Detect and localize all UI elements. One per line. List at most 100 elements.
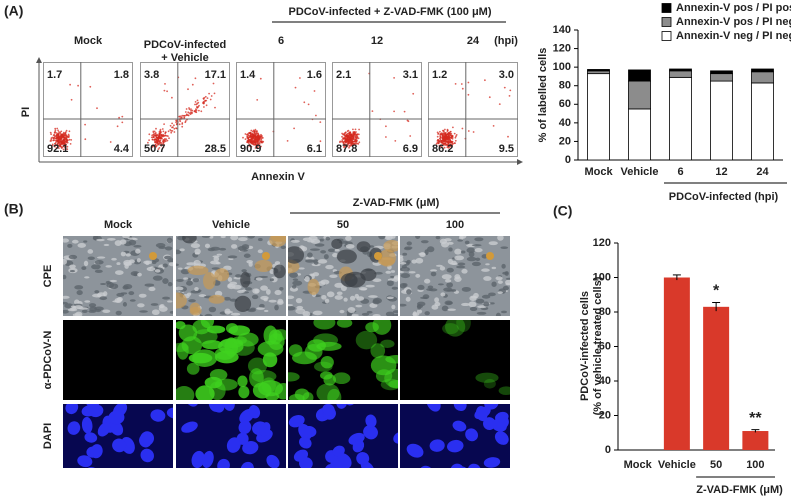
event-dot [55, 137, 57, 140]
cell [213, 256, 220, 262]
event-dot [256, 142, 259, 145]
nucleus [84, 432, 98, 443]
flow-plot [428, 62, 518, 157]
event-dot [344, 131, 347, 134]
event-dot [173, 131, 176, 133]
cell [475, 298, 485, 304]
event-dot [188, 112, 191, 114]
x-axis-label: PDCoV-infected (hpi) [669, 191, 779, 203]
event-dot [63, 137, 65, 139]
cell [186, 280, 193, 286]
lesion [234, 295, 252, 312]
cell [416, 309, 423, 314]
event-dot [65, 137, 68, 140]
cell [265, 288, 271, 295]
event-dot [57, 134, 59, 137]
event-dot [439, 144, 442, 147]
legend-label: Annexin-V pos / PI neg [676, 16, 791, 28]
infected-cell [249, 368, 264, 388]
cell [488, 241, 498, 246]
event-dot [439, 130, 441, 133]
lesion [176, 292, 187, 309]
cell [237, 290, 245, 294]
event-dot [246, 135, 249, 138]
cell [305, 259, 315, 263]
event-dot [166, 139, 169, 142]
infected-cell [200, 320, 215, 328]
infected-cell [336, 320, 353, 328]
event-dot [175, 123, 178, 126]
event-dot [159, 137, 161, 140]
event-dot [286, 140, 289, 142]
infected-cell [313, 320, 336, 330]
cell [483, 276, 492, 281]
nucleus [483, 457, 501, 468]
cell [109, 279, 118, 283]
cell [292, 278, 299, 281]
event-dot [250, 145, 253, 148]
event-dot [96, 107, 98, 110]
event-dot [407, 120, 410, 123]
cell [446, 282, 453, 288]
cell [63, 309, 69, 314]
event-dot [154, 143, 157, 146]
event-dot [256, 130, 258, 133]
event-dot [172, 126, 174, 129]
cell [256, 307, 265, 310]
event-dot [355, 143, 358, 145]
event-dot [162, 139, 165, 141]
event-dot [168, 137, 170, 140]
cell [441, 241, 450, 248]
cell [167, 300, 173, 303]
cell [500, 246, 509, 249]
lesion [214, 268, 230, 282]
y-tick-label: 60 [559, 98, 571, 110]
event-dot [70, 98, 73, 101]
event-dot [351, 144, 354, 146]
cell [325, 236, 331, 241]
event-dot [65, 143, 67, 146]
cell [176, 278, 184, 282]
cell [67, 308, 78, 312]
cell [481, 294, 491, 299]
cell [76, 290, 83, 296]
cell [212, 255, 220, 258]
cell [391, 286, 398, 290]
event-dot [67, 139, 69, 142]
event-dot [181, 125, 184, 128]
lesion [273, 264, 286, 279]
panel-label: (C) [553, 203, 572, 219]
event-dot [158, 140, 161, 143]
event-dot [498, 103, 501, 105]
cell [63, 295, 70, 299]
cell [355, 304, 363, 308]
cell [451, 289, 457, 292]
event-dot [442, 132, 444, 135]
cell [194, 248, 201, 255]
event-dot [163, 89, 166, 92]
row-label: α-PDCoV-N [42, 331, 54, 390]
event-dot [148, 139, 150, 141]
cell [321, 294, 327, 300]
event-dot [443, 136, 446, 138]
bar [703, 306, 730, 450]
plot-frame [140, 62, 230, 157]
cell [505, 277, 510, 280]
nucleus [109, 420, 124, 436]
nucleus [458, 469, 478, 488]
event-dot [341, 139, 344, 141]
event-dot [171, 122, 173, 125]
cell [251, 294, 259, 300]
event-dot [183, 114, 185, 117]
cell [63, 274, 67, 280]
event-dot [206, 97, 209, 99]
y-tick-label: 100 [593, 271, 611, 283]
event-dot [66, 148, 69, 151]
lesion [187, 265, 209, 276]
cell [194, 287, 199, 292]
cell [269, 268, 275, 274]
event-dot [50, 140, 52, 142]
cell [475, 257, 481, 262]
nucleus [467, 463, 481, 468]
cell [264, 309, 269, 312]
